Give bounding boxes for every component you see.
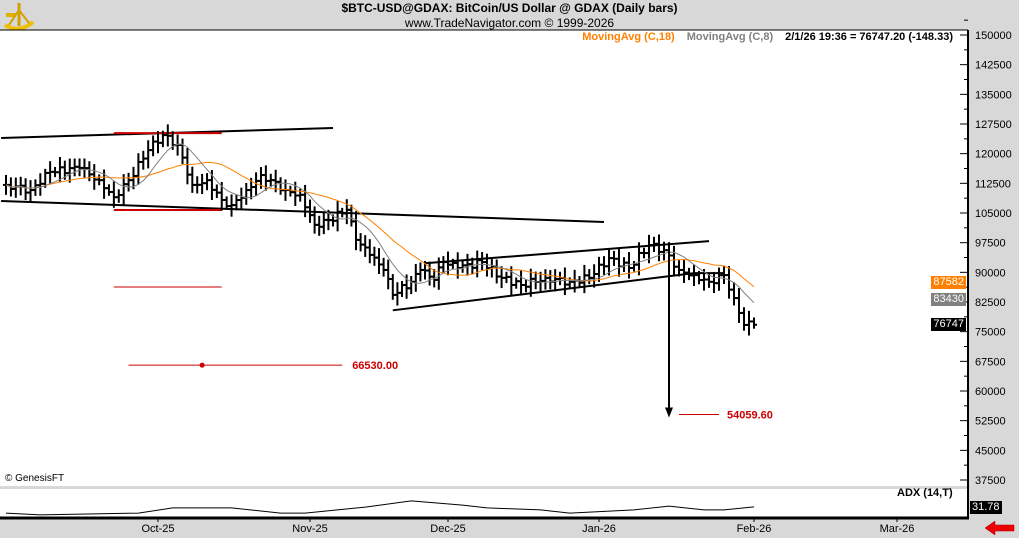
adx-line (5, 500, 755, 516)
y-tick-label: 60000 (975, 386, 1006, 398)
y-tick-label: 135000 (975, 89, 1012, 101)
adx-value-badge: 31.78 (970, 501, 1002, 514)
target-dot (199, 362, 205, 368)
legend-bar: MovingAvg (C,18) MovingAvg (C,8) 2/1/26 … (582, 31, 953, 44)
price-bar (751, 317, 757, 329)
legend-ma18: MovingAvg (C,18) (582, 31, 675, 43)
y-tick-label: 37500 (975, 475, 1006, 487)
y-tick-label: 127500 (975, 119, 1012, 131)
trend-line (1, 200, 605, 223)
y-tick-label: 112500 (975, 178, 1011, 190)
chart-subtitle: www.TradeNavigator.com © 1999-2026 (404, 16, 615, 30)
ma18-line (5, 161, 755, 288)
x-tick-label: Feb-26 (737, 523, 772, 535)
y-tick-label: 45000 (975, 445, 1006, 457)
copyright: © GenesisFT (5, 473, 65, 484)
x-tick-label: Mar-26 (880, 523, 915, 535)
x-tick-label: Jan-26 (582, 523, 616, 535)
y-tick-label: 67500 (975, 356, 1006, 368)
y-tick-label: 97500 (975, 238, 1006, 250)
y-tick-label: 142500 (975, 60, 1012, 72)
x-tick-label: Dec-25 (430, 523, 465, 535)
trend-line (392, 272, 695, 312)
x-tick-label: Oct-25 (141, 523, 174, 535)
last-price-badge: 76747 (931, 318, 966, 331)
ma8-line (5, 143, 755, 304)
y-tick-label: 120000 (975, 149, 1012, 161)
y-tick-label: 150000 (975, 30, 1012, 42)
target-label: 54059.60 (727, 409, 773, 421)
y-tick-label: 82500 (975, 297, 1006, 309)
target-label: 66530.00 (352, 360, 398, 372)
price-readout: 2/1/26 19:36 = 76747.20 (-148.33) (785, 31, 953, 43)
y-tick-label: 105000 (975, 208, 1012, 220)
y-tick-label: 52500 (975, 416, 1006, 428)
adx-panel (0, 489, 968, 517)
y-tick-label: 75000 (975, 327, 1006, 339)
x-tick-label: Nov-25 (292, 523, 327, 535)
arrow-head-icon (665, 407, 673, 418)
legend-ma8: MovingAvg (C,8) (686, 31, 774, 43)
red-left-arrow-icon[interactable] (984, 520, 1015, 536)
chart-title: $BTC-USD@GDAX: BitCoin/US Dollar @ GDAX … (341, 1, 678, 15)
sextant-logo (3, 3, 35, 31)
ma18-value-badge: 87582 (931, 276, 966, 289)
y-tick-label: 90000 (975, 267, 1006, 279)
ma8-value-badge: 83430 (931, 293, 966, 306)
adx-label: ADX (14,T) (897, 487, 953, 499)
